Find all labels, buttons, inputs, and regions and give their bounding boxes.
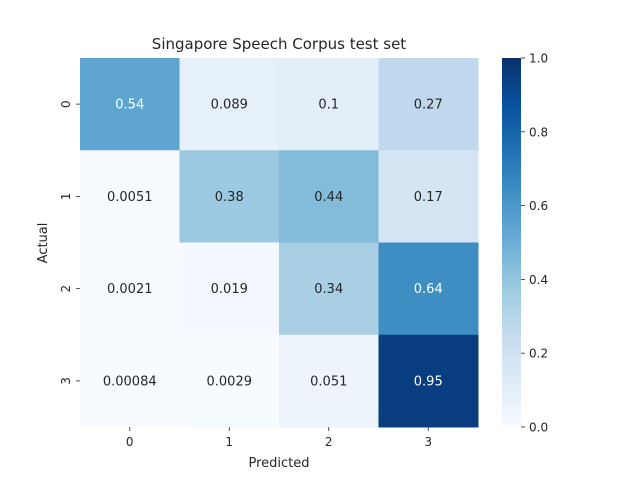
colorbar-tick-label-5: 1.0 xyxy=(529,52,548,66)
heatmap-cell-1-3 xyxy=(378,150,479,243)
heatmap-cell-0-2 xyxy=(279,58,379,151)
cell-value-label-2-1: 0.019 xyxy=(211,282,248,297)
heatmap-cell-3-0 xyxy=(80,334,180,428)
y-tick-label-3: 3 xyxy=(59,377,73,385)
cell-value-label-3-0: 0.00084 xyxy=(103,374,157,389)
y-tick-label-1: 1 xyxy=(59,193,73,201)
cell-value-label-2-0: 0.0021 xyxy=(107,282,153,297)
x-tick-label-0: 0 xyxy=(126,435,134,449)
cell-value-label-3-1: 0.0029 xyxy=(207,374,253,389)
heatmap-cells: 0.54 0.089 0.1 0.27 0.0051 0.38 0.44 0.17 0.0021… xyxy=(80,58,479,428)
cell-value-label-1-0: 0.0051 xyxy=(107,190,153,205)
heatmap-cell-3-2 xyxy=(279,334,379,428)
heatmap-cell-2-0 xyxy=(80,242,180,336)
colorbar-tick-label-4: 0.8 xyxy=(529,125,548,139)
x-tick-label-2: 2 xyxy=(325,435,333,449)
x-axis-ticks: 0 1 2 3 xyxy=(126,427,432,449)
y-axis-label: Actual xyxy=(36,223,51,264)
colorbar-tick-label-0: 0.0 xyxy=(529,421,548,435)
cell-value-label-1-3: 0.17 xyxy=(414,190,443,205)
cell-value-label-2-2: 0.34 xyxy=(314,282,343,297)
cell-value-label-1-2: 0.44 xyxy=(314,190,343,205)
heatmap-cell-0-3 xyxy=(378,58,479,151)
cell-value-label-1-1: 0.38 xyxy=(215,190,244,205)
y-tick-label-0: 0 xyxy=(59,100,73,108)
x-tick-label-1: 1 xyxy=(225,435,233,449)
y-axis-ticks: 0 1 2 3 xyxy=(59,100,80,385)
heatmap-cell-2-2 xyxy=(279,242,379,336)
cell-value-label-2-3: 0.64 xyxy=(414,282,443,297)
colorbar xyxy=(502,58,521,427)
heatmap-cell-3-3 xyxy=(378,334,479,428)
cell-value-label-3-3: 0.95 xyxy=(414,374,443,389)
heatmap-cell-2-1 xyxy=(179,242,280,336)
cell-value-label-3-2: 0.051 xyxy=(310,374,347,389)
x-axis-label: Predicted xyxy=(248,456,309,471)
heatmap-cell-2-3 xyxy=(378,242,479,336)
colorbar-tick-label-2: 0.4 xyxy=(529,273,548,287)
heatmap-cell-1-0 xyxy=(80,150,180,243)
heatmap-cell-1-2 xyxy=(279,150,379,243)
colorbar-tick-label-1: 0.2 xyxy=(529,347,548,361)
chart-title: Singapore Speech Corpus test set xyxy=(152,35,407,53)
colorbar-tick-label-3: 0.6 xyxy=(529,199,548,213)
cell-value-label-0-3: 0.27 xyxy=(414,98,443,113)
cell-value-label-0-2: 0.1 xyxy=(318,98,339,113)
x-tick-label-3: 3 xyxy=(424,435,432,449)
heatmap-cell-0-0 xyxy=(80,58,180,151)
heatmap-cell-3-1 xyxy=(179,334,280,428)
heatmap-cell-1-1 xyxy=(179,150,280,243)
y-tick-label-2: 2 xyxy=(59,285,73,293)
cell-value-label-0-1: 0.089 xyxy=(211,98,248,113)
colorbar-ticks: 0.0 0.2 0.4 0.6 0.8 1.0 xyxy=(521,52,548,435)
heatmap-cell-0-1 xyxy=(179,58,280,151)
cell-value-label-0-0: 0.54 xyxy=(115,98,144,113)
